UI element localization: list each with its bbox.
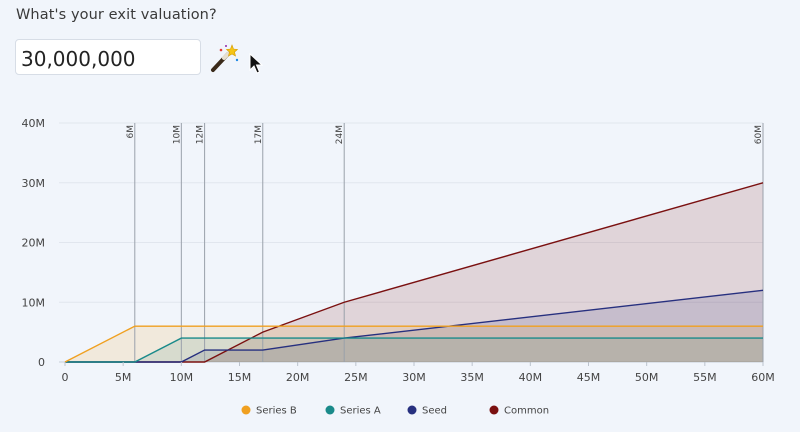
x-tick-label: 5M	[115, 371, 132, 384]
x-tick-label: 30M	[402, 371, 426, 384]
y-tick-label: 20M	[22, 237, 46, 250]
marker-label: 6M	[126, 125, 136, 139]
y-axis: 0 10M 20M 30M 40M	[22, 117, 46, 369]
x-tick-label: 45M	[577, 371, 601, 384]
x-tick-label: 50M	[635, 371, 659, 384]
chart-markers: 6M 10M 12M 17M 24M 60M	[126, 123, 764, 362]
y-tick-label: 30M	[22, 177, 46, 190]
line-series-b	[64, 325, 763, 363]
mouse-pointer-icon	[249, 52, 264, 75]
x-tick-label: 55M	[693, 371, 717, 384]
x-tick-label: 10M	[170, 371, 194, 384]
y-tick-label: 40M	[22, 117, 46, 130]
marker-label: 17M	[254, 125, 264, 144]
x-tick-label: 40M	[519, 371, 543, 384]
x-tick-label: 60M	[751, 371, 775, 384]
legend-swatch	[241, 405, 251, 415]
x-tick-label: 15M	[228, 371, 252, 384]
x-tick-label: 25M	[344, 371, 368, 384]
legend-swatch	[489, 405, 499, 415]
y-tick-label: 0	[38, 356, 45, 369]
marker-label: 12M	[196, 125, 206, 144]
legend-label: Series B	[256, 406, 297, 417]
area-common	[65, 182, 763, 362]
chart-legend: Series B Series A Seed Common	[241, 405, 549, 417]
legend-label: Seed	[422, 406, 447, 417]
marker-label: 24M	[335, 125, 345, 144]
chart-areas	[65, 182, 763, 362]
marker-label: 60M	[754, 125, 764, 144]
legend-swatch	[407, 405, 417, 415]
legend-label: Series A	[340, 406, 381, 417]
payout-chart: 6M 10M 12M 17M 24M 60M 0 5M 10M 15M 20M 25M 30M 35M 4…	[22, 117, 775, 417]
x-axis: 0 5M 10M 15M 20M 25M 30M 35M 40M 45M 50M 55M 60M	[62, 362, 775, 384]
magic-wand-icon[interactable]	[208, 42, 240, 74]
area-seed	[65, 290, 763, 362]
exit-valuation-question: What's your exit valuation?	[16, 7, 217, 23]
legend-label: Common	[504, 406, 549, 417]
x-tick-label: 35M	[460, 371, 484, 384]
area-series-b	[65, 326, 763, 362]
x-tick-label: 0	[62, 371, 69, 384]
exit-valuation-input[interactable]	[15, 39, 201, 75]
line-series-a	[65, 337, 763, 363]
x-tick-label: 20M	[286, 371, 310, 384]
legend-swatch	[325, 405, 335, 415]
y-tick-label: 10M	[22, 296, 46, 309]
marker-label: 10M	[172, 125, 182, 144]
line-seed	[65, 289, 764, 363]
chart-lines	[64, 182, 764, 363]
